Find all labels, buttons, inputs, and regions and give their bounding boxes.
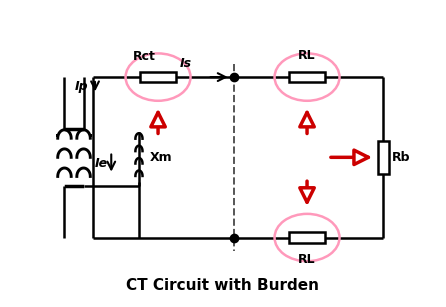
- FancyBboxPatch shape: [89, 134, 92, 137]
- FancyBboxPatch shape: [289, 232, 325, 243]
- Text: Is: Is: [180, 57, 192, 70]
- FancyBboxPatch shape: [56, 134, 59, 137]
- Text: Ie: Ie: [94, 157, 107, 169]
- Text: Rb: Rb: [392, 151, 410, 164]
- Text: RL: RL: [298, 253, 316, 266]
- Text: Xm: Xm: [150, 151, 172, 164]
- FancyBboxPatch shape: [289, 72, 325, 83]
- FancyBboxPatch shape: [140, 72, 176, 83]
- FancyBboxPatch shape: [378, 141, 389, 173]
- Text: CT Circuit with Burden: CT Circuit with Burden: [127, 278, 319, 293]
- Text: Ip: Ip: [75, 80, 89, 93]
- Text: RL: RL: [298, 49, 316, 62]
- Text: Rct: Rct: [133, 50, 156, 63]
